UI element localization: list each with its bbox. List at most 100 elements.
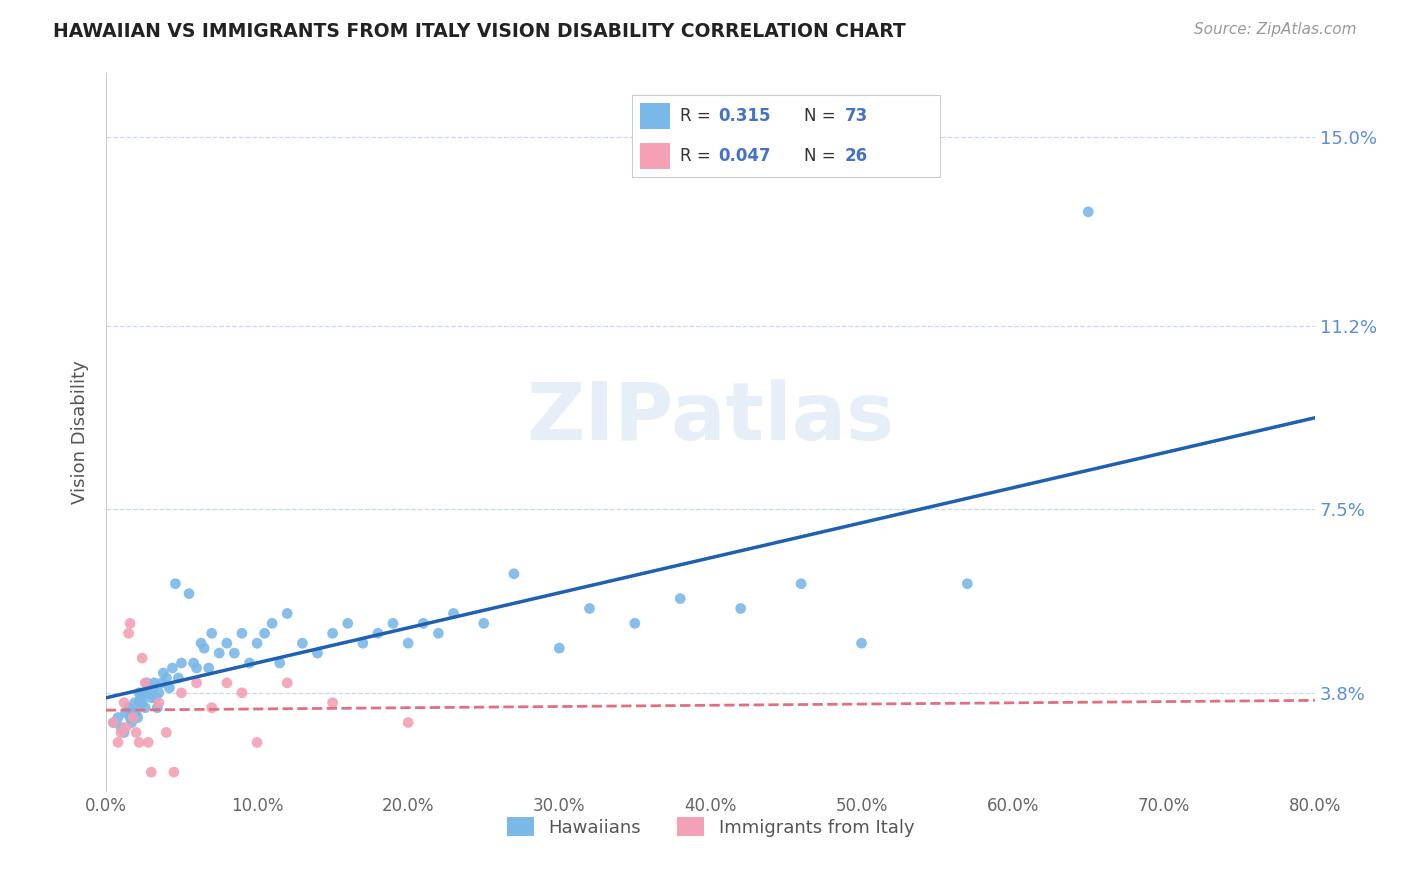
Point [141,765,163,780]
Point [170,686,193,700]
Point [103,715,125,730]
Point [125,706,148,720]
Point [162,661,184,675]
Point [208,646,231,660]
Point [396,715,419,730]
Point [146,700,169,714]
Point [121,715,143,730]
Point [120,616,142,631]
Point [110,721,132,735]
Point [155,671,177,685]
Point [412,616,434,631]
Point [291,636,314,650]
Point [128,696,150,710]
Point [201,626,224,640]
Point [157,681,180,695]
Point [128,735,150,749]
Point [352,636,374,650]
Point [165,576,187,591]
Point [548,641,571,656]
Point [170,656,193,670]
Text: ZIPatlas: ZIPatlas [526,379,894,457]
Point [669,591,692,606]
Point [367,626,389,640]
Point [197,661,219,675]
Point [215,636,238,650]
Point [143,676,166,690]
Point [215,676,238,690]
Point [163,765,186,780]
Point [246,735,269,749]
Point [382,616,405,631]
Point [136,735,159,749]
Point [114,706,136,720]
Point [117,700,139,714]
Point [224,646,246,660]
Point [1077,204,1099,219]
Text: Source: ZipAtlas.com: Source: ZipAtlas.com [1194,22,1357,37]
Point [186,661,208,675]
Point [578,601,600,615]
Point [131,651,153,665]
Point [120,710,142,724]
Point [141,690,163,705]
Point [125,725,148,739]
Point [322,696,344,710]
Point [186,676,208,690]
Point [276,676,298,690]
Point [112,696,135,710]
Point [127,710,149,724]
Point [145,690,167,705]
Point [128,686,150,700]
Point [190,636,212,650]
Text: HAWAIIAN VS IMMIGRANTS FROM ITALY VISION DISABILITY CORRELATION CHART: HAWAIIAN VS IMMIGRANTS FROM ITALY VISION… [53,22,907,41]
Point [114,721,136,735]
Point [503,566,526,581]
Point [262,616,284,631]
Point [730,601,752,615]
Point [790,576,813,591]
Point [142,681,165,695]
Point [131,696,153,710]
Point [427,626,450,640]
Point [322,626,344,640]
Point [122,706,145,720]
Legend: Hawaiians, Immigrants from Italy: Hawaiians, Immigrants from Italy [499,810,921,844]
Point [336,616,359,631]
Point [167,671,190,685]
Point [122,710,145,724]
Point [443,607,465,621]
Point [238,656,260,670]
Point [472,616,495,631]
Point [135,676,157,690]
Point [107,710,129,724]
Point [269,656,291,670]
Point [276,607,298,621]
Point [155,725,177,739]
Point [148,696,170,710]
Point [134,700,156,714]
Point [134,676,156,690]
Point [148,686,170,700]
Point [150,676,173,690]
Point [851,636,873,650]
Point [624,616,647,631]
Point [107,735,129,749]
Point [129,690,152,705]
Point [183,656,205,670]
Point [956,576,979,591]
Y-axis label: Vision Disability: Vision Disability [72,360,89,504]
Point [253,626,276,640]
Point [132,686,155,700]
Point [201,700,224,714]
Point [152,665,174,680]
Point [231,626,253,640]
Point [246,636,269,650]
Point [124,696,146,710]
Point [231,686,253,700]
Point [117,626,139,640]
Point [193,641,215,656]
Point [110,725,132,739]
Point [177,586,200,600]
Point [103,715,125,730]
